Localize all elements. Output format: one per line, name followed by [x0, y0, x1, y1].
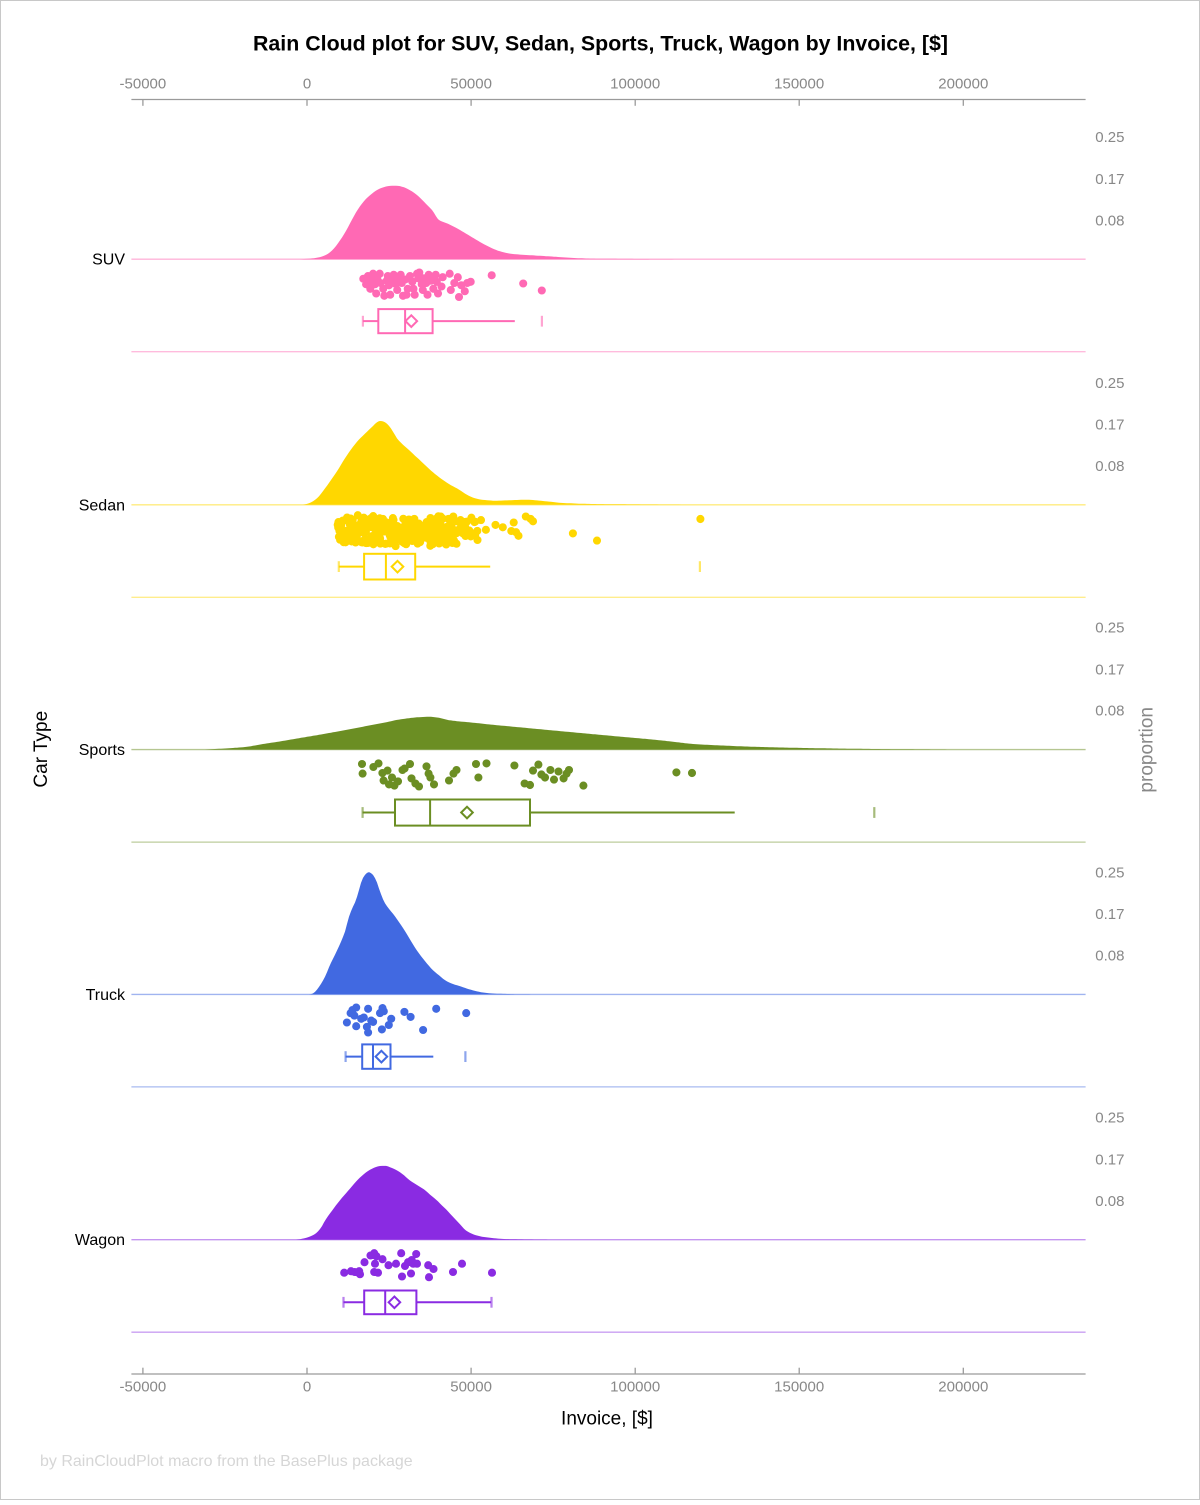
- svg-text:Truck: Truck: [86, 987, 126, 1004]
- svg-text:200000: 200000: [938, 76, 988, 93]
- svg-text:0.08: 0.08: [1095, 1193, 1124, 1210]
- svg-text:0.08: 0.08: [1095, 948, 1124, 965]
- svg-text:100000: 100000: [610, 76, 660, 93]
- svg-text:Sports: Sports: [79, 742, 125, 759]
- svg-text:SUV: SUV: [92, 252, 125, 269]
- svg-text:proportion: proportion: [1137, 707, 1158, 793]
- svg-text:0.17: 0.17: [1095, 171, 1124, 188]
- svg-text:0.25: 0.25: [1095, 620, 1124, 637]
- svg-text:0.17: 0.17: [1095, 661, 1124, 678]
- svg-text:0.08: 0.08: [1095, 212, 1124, 229]
- svg-text:0.17: 0.17: [1095, 417, 1124, 434]
- svg-text:0.25: 0.25: [1095, 129, 1124, 146]
- svg-text:0.25: 0.25: [1095, 375, 1124, 392]
- svg-text:Invoice, [$]: Invoice, [$]: [561, 1409, 653, 1430]
- svg-text:0.17: 0.17: [1095, 1151, 1124, 1168]
- svg-text:50000: 50000: [450, 1379, 492, 1396]
- svg-text:0: 0: [303, 76, 311, 93]
- svg-text:Sedan: Sedan: [79, 497, 125, 514]
- svg-text:Wagon: Wagon: [75, 1232, 125, 1249]
- svg-text:50000: 50000: [450, 76, 492, 93]
- svg-text:-50000: -50000: [120, 76, 167, 93]
- svg-text:200000: 200000: [938, 1379, 988, 1396]
- svg-text:150000: 150000: [774, 1379, 824, 1396]
- svg-text:0: 0: [303, 1379, 311, 1396]
- svg-text:0.25: 0.25: [1095, 1110, 1124, 1127]
- svg-text:Rain Cloud plot for SUV, Sedan: Rain Cloud plot for SUV, Sedan, Sports, …: [253, 32, 948, 55]
- svg-text:-50000: -50000: [120, 1379, 167, 1396]
- svg-text:100000: 100000: [610, 1379, 660, 1396]
- svg-text:0.25: 0.25: [1095, 864, 1124, 881]
- svg-text:0.08: 0.08: [1095, 703, 1124, 720]
- svg-text:150000: 150000: [774, 76, 824, 93]
- svg-text:by RainCloudPlot macro from th: by RainCloudPlot macro from the BasePlus…: [40, 1453, 413, 1470]
- svg-text:0.08: 0.08: [1095, 458, 1124, 475]
- svg-text:0.17: 0.17: [1095, 906, 1124, 923]
- svg-text:Car Type: Car Type: [31, 711, 52, 788]
